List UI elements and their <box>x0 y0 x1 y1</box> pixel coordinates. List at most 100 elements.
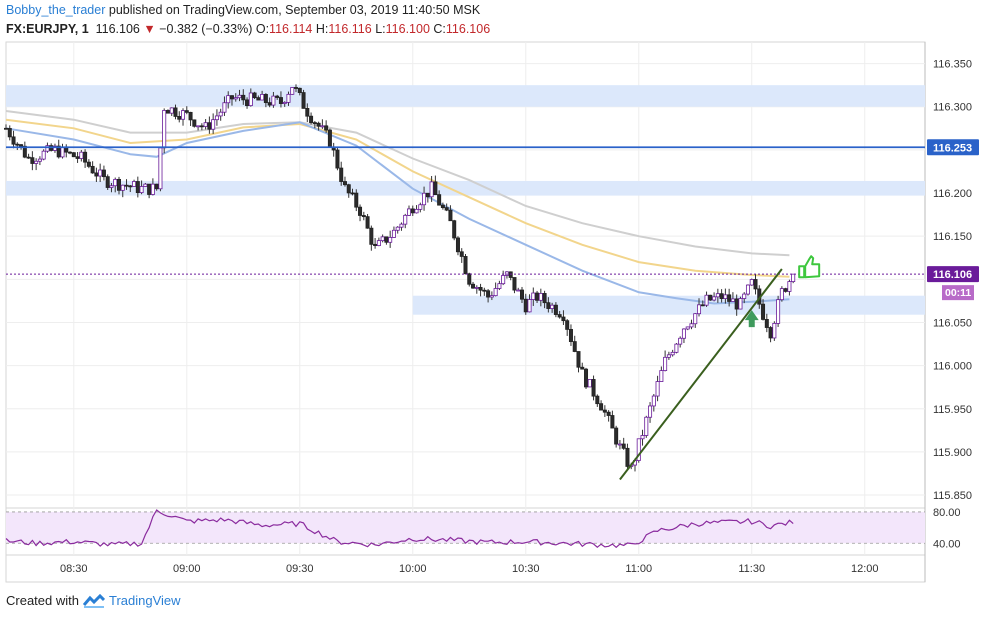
moving-average-line-ma_blue <box>5 121 790 305</box>
time-tick-label: 09:30 <box>286 563 314 575</box>
candle-body <box>538 293 543 301</box>
candle-body <box>730 298 735 302</box>
candle-body <box>640 435 645 440</box>
candle-body <box>86 161 91 167</box>
candle-body <box>712 296 717 301</box>
candle-body <box>621 443 626 449</box>
moving-average-line-ma_gray <box>5 110 790 257</box>
price-tick-label: 116.200 <box>933 188 972 200</box>
time-axis-frame <box>5 554 926 583</box>
candle-body <box>655 381 660 397</box>
candle-body <box>723 294 728 299</box>
candle-body <box>625 447 630 467</box>
tradingview-brand-link[interactable]: TradingView <box>108 593 181 608</box>
candle-body <box>71 152 76 158</box>
candle-body <box>301 92 306 109</box>
candle-body <box>278 97 283 104</box>
price-tick-label: 115.950 <box>933 404 972 416</box>
candle-body <box>139 186 144 194</box>
candle-body <box>501 275 506 285</box>
candle-body <box>651 395 656 407</box>
created-with-label: Created with <box>6 593 79 608</box>
candle-body <box>226 95 231 104</box>
candle-body <box>391 229 396 238</box>
candle-body <box>557 314 562 318</box>
candle-body <box>783 288 788 292</box>
candle-body <box>52 145 57 151</box>
candle-body <box>380 236 385 242</box>
candle-body <box>764 319 769 328</box>
high-label: H: <box>315 22 329 36</box>
candle-body <box>196 125 201 128</box>
candle-body <box>418 204 423 210</box>
countdown-tag-bg <box>942 285 974 301</box>
candle-body <box>282 101 287 104</box>
rsi-tick-label: 80.00 <box>933 507 961 519</box>
candle-body <box>666 354 671 358</box>
candle-body <box>591 379 596 397</box>
candle-body <box>523 298 528 313</box>
candle-body <box>663 356 668 371</box>
down-arrow-icon: ▼ <box>143 22 156 36</box>
publish-line: Bobby_the_trader published on TradingVie… <box>6 3 480 17</box>
candle-body <box>734 298 739 310</box>
candle-body <box>399 223 404 228</box>
candle-body <box>742 293 747 299</box>
last-price-tag: 116.106 <box>933 269 972 281</box>
candle-body <box>704 294 709 306</box>
candle-body <box>369 227 374 245</box>
candle-body <box>165 110 170 114</box>
candle-body <box>376 240 381 247</box>
candle-body <box>410 208 415 214</box>
candle-body <box>617 443 622 446</box>
candle-body <box>519 289 524 300</box>
low-label: L: <box>375 22 386 36</box>
price-axis[interactable]: 116.350 116.300 116.200 116.150 116.050 116.0… <box>927 59 979 551</box>
candle-body <box>275 95 280 98</box>
author-link[interactable]: Bobby_the_trader <box>6 3 106 17</box>
candle-body <box>403 214 408 225</box>
candle-body <box>546 302 551 309</box>
moving-average-line-ma_yellow <box>5 118 790 278</box>
candle-body <box>749 279 754 286</box>
time-axis[interactable]: 08:30 09:00 09:30 10:00 10:30 11:00 11:30 12:00 <box>60 563 878 575</box>
candle-body <box>358 206 363 216</box>
tradingview-logo-icon <box>82 593 105 608</box>
candle-body <box>222 102 227 113</box>
candle-body <box>674 343 679 353</box>
candle-body <box>109 185 114 188</box>
candle-body <box>15 143 20 146</box>
candle-body <box>245 99 250 107</box>
candle-body <box>162 110 167 149</box>
candle-body <box>489 295 494 298</box>
candle-body <box>787 281 792 292</box>
candle-body <box>576 351 581 368</box>
candle-body <box>599 403 604 411</box>
candle-body <box>252 92 257 99</box>
candle-body <box>158 147 163 190</box>
candle-body <box>373 243 378 247</box>
candle-body <box>79 151 84 159</box>
trendline <box>619 268 783 481</box>
candle-body <box>670 351 675 356</box>
candle-body <box>572 341 577 352</box>
price-tick-label: 115.850 <box>933 490 972 502</box>
candle-body <box>184 110 189 113</box>
candle-body <box>154 183 159 190</box>
candle-body <box>135 181 140 194</box>
time-tick-label: 09:00 <box>173 563 201 575</box>
rsi-indicator <box>5 509 794 549</box>
price-tick-label: 115.900 <box>933 447 972 459</box>
candle-body <box>595 395 600 405</box>
candle-body <box>542 293 547 304</box>
candle-body <box>309 115 314 123</box>
candle-body <box>294 87 299 89</box>
candle-body <box>260 94 265 101</box>
candle-body <box>60 146 65 158</box>
candle-body <box>437 194 442 206</box>
rsi-line <box>5 509 794 549</box>
candle-body <box>211 119 216 130</box>
candle-body <box>256 97 261 101</box>
candle-body <box>497 283 502 289</box>
